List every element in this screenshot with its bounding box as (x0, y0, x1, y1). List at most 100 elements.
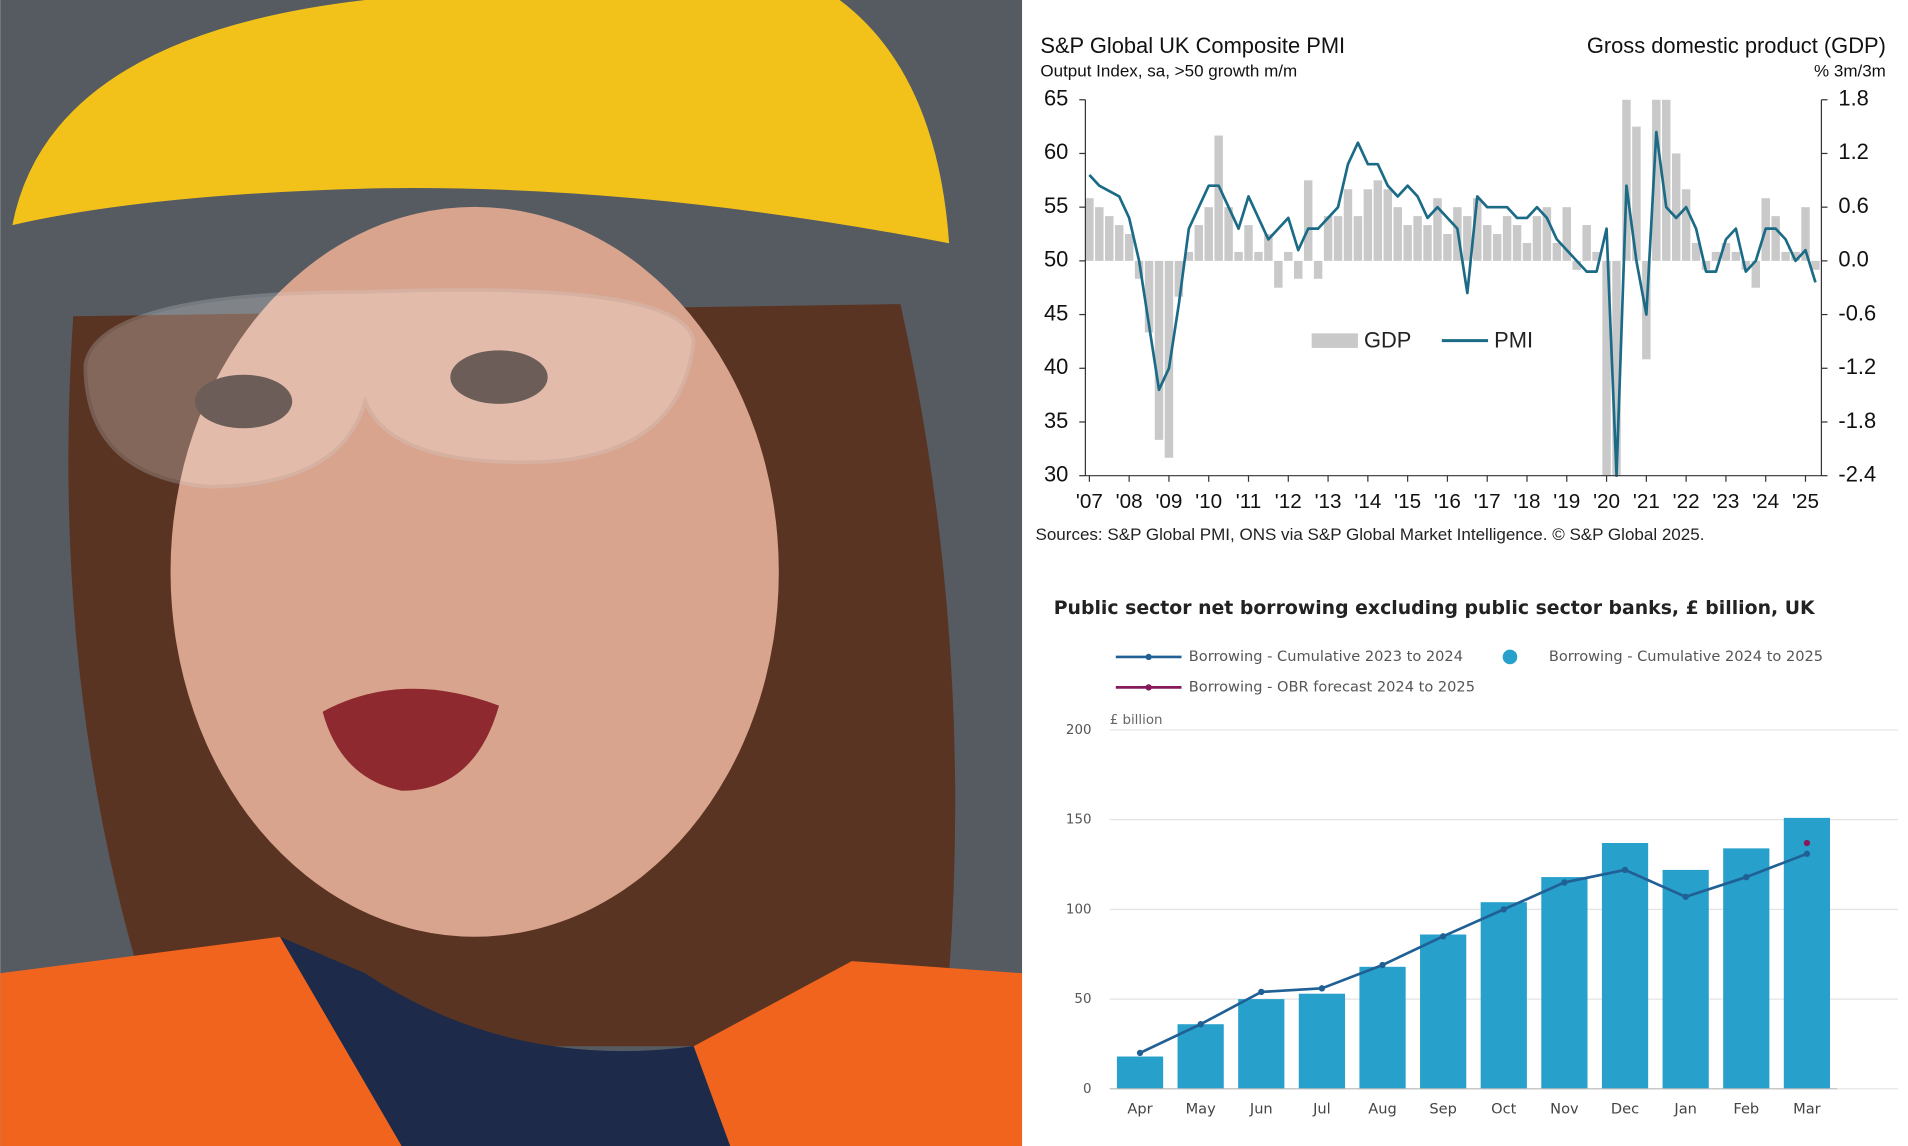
y2-tick-label: -0.6 (1838, 300, 1876, 325)
line-point (1500, 906, 1507, 913)
y2-tick-label: -2.4 (1838, 461, 1876, 486)
x-tick-label: '16 (1434, 490, 1461, 513)
x-tick-label: '09 (1155, 490, 1182, 513)
gdp-bar (1134, 260, 1144, 279)
gdp-bar (1632, 126, 1641, 261)
gdp-bar (1681, 189, 1691, 261)
gdp-bar (1463, 216, 1472, 261)
legend-label: Borrowing - Cumulative 2023 to 2024 (1189, 648, 1463, 665)
gdp-bar (1771, 216, 1780, 261)
line-point (1561, 879, 1568, 886)
y2-tick-label: -1.8 (1838, 408, 1876, 433)
gdp-bar (1323, 216, 1333, 261)
gdp-bar (1433, 198, 1442, 261)
gdp-bar (1164, 260, 1174, 458)
y-tick-label: 55 (1044, 193, 1068, 218)
line-point (1136, 1049, 1144, 1057)
x-tick-label: Jun (1249, 1101, 1273, 1118)
y2-tick-label: 1.8 (1838, 86, 1868, 111)
face (170, 206, 779, 937)
x-tick-label: Oct (1491, 1101, 1516, 1118)
gdp-bar (1363, 189, 1373, 261)
y2-tick-label: 0.6 (1838, 193, 1868, 218)
y-tick-label: 65 (1044, 86, 1068, 111)
x-tick-label: '22 (1673, 490, 1700, 513)
gdp-bar (1403, 225, 1412, 261)
line-point (1439, 933, 1447, 940)
x-tick-label: '25 (1792, 490, 1819, 513)
bar (1662, 869, 1709, 1089)
gdp-bar (1741, 260, 1751, 270)
line-point (1803, 850, 1811, 857)
line-point (1743, 873, 1750, 881)
mouth (322, 688, 500, 791)
gdp-bar (1482, 225, 1492, 261)
gdp-bar (1721, 242, 1731, 261)
pmi-line (1088, 130, 1817, 478)
x-tick-label: Dec (1611, 1101, 1639, 1118)
gdp-bar (1781, 251, 1790, 261)
gdp-bar (1532, 216, 1542, 261)
line-point (1682, 893, 1689, 900)
x-tick-label: '10 (1195, 490, 1222, 513)
gdp-bar (1701, 260, 1711, 270)
gdp-bar (1294, 260, 1303, 279)
bar (1359, 966, 1406, 1089)
y2-tick-label: 1.2 (1838, 139, 1868, 164)
line-point (1379, 961, 1386, 969)
y2-subtitle: % 3m/3m (1814, 61, 1886, 80)
gdp-bar (1592, 251, 1601, 261)
gdp-bar (1662, 99, 1671, 261)
bar (1541, 877, 1588, 1089)
bar (1116, 1056, 1164, 1089)
borrowing-chart: Public sector net borrowing excluding pu… (1054, 598, 1899, 1118)
gdp-bar (1333, 216, 1343, 261)
gdp-bar (1124, 234, 1134, 261)
gdp-bar (1284, 251, 1293, 261)
gdp-bar (1622, 99, 1631, 261)
gdp-bar (1105, 216, 1114, 261)
gdp-bar (1612, 260, 1621, 476)
x-tick-label: '18 (1514, 490, 1541, 513)
gdp-bar (1751, 260, 1760, 288)
gdp-bar (1184, 251, 1194, 261)
y2-tick-label: 0.0 (1838, 247, 1868, 272)
gdp-bar (1502, 216, 1512, 261)
y-tick-label: 150 (1066, 813, 1092, 828)
gdp-bar (1373, 180, 1383, 261)
y-tick-label: 200 (1066, 723, 1092, 738)
eye-left (194, 374, 293, 429)
line-point (1318, 985, 1326, 992)
gdp-bar (1383, 189, 1392, 261)
bar (1177, 1024, 1224, 1089)
source: Sources: S&P Global PMI, ONS via S&P Glo… (1036, 525, 1705, 544)
x-tick-label: Mar (1793, 1101, 1821, 1118)
chart-title: Public sector net borrowing excluding pu… (1054, 598, 1816, 619)
gdp-bar (1095, 207, 1104, 261)
x-tick-label: '08 (1116, 490, 1143, 513)
photo (0, 0, 1023, 1146)
gdp-bar (1244, 225, 1253, 261)
x-tick-label: '24 (1752, 490, 1779, 513)
y-tick-label: 50 (1044, 247, 1068, 272)
gdp-bar (1214, 135, 1223, 261)
x-tick-label: Apr (1127, 1101, 1152, 1118)
gdp-bar (1234, 251, 1243, 261)
bar (1783, 817, 1831, 1089)
chart-subtitle: Output Index, sa, >50 growth m/m (1040, 61, 1297, 80)
gdp-bar (1154, 260, 1164, 440)
gdp-bar (1572, 260, 1581, 270)
gdp-bar (1174, 260, 1184, 297)
y2-tick-label: -1.2 (1838, 354, 1876, 379)
gdp-bar (1522, 242, 1532, 261)
vest-right (693, 961, 1023, 1146)
gdp-bar (1512, 225, 1522, 261)
gdp-bar (1473, 198, 1482, 261)
x-tick-label: Nov (1550, 1101, 1579, 1118)
x-tick-label: '20 (1593, 490, 1620, 513)
safety-glasses (83, 288, 696, 489)
pmi-chart: S&P Global UK Composite PMI Output Index… (1036, 33, 1886, 544)
legend-swatch (1502, 649, 1518, 665)
